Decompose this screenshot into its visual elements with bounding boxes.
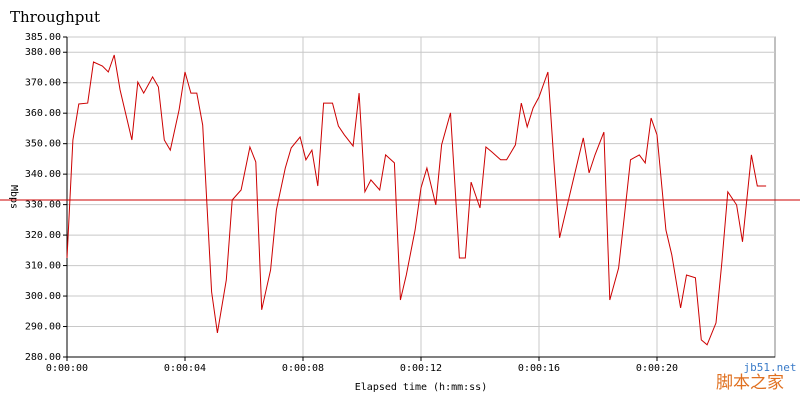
x-axis-label: Elapsed time (h:mm:ss): [355, 382, 487, 393]
y-tick-label: 385.00: [25, 32, 61, 43]
watermark: 脚本之家: [716, 373, 784, 393]
chart-title: Throughput: [10, 8, 100, 26]
x-tick-label: 0:00:16: [518, 363, 560, 374]
y-tick-label: 280.00: [25, 352, 61, 363]
y-tick-label: 290.00: [25, 322, 61, 333]
y-tick-label: 310.00: [25, 261, 61, 272]
data-line: [66, 54, 767, 346]
y-tick-label: 300.00: [25, 291, 61, 302]
x-tick-label: 0:00:00: [46, 363, 88, 374]
x-tick-label: 0:00:12: [400, 363, 442, 374]
y-tick-label: 350.00: [25, 139, 61, 150]
y-axis-label: Mbps: [8, 185, 19, 209]
x-tick-label: 0:00:08: [282, 363, 324, 374]
y-tick-label: 370.00: [25, 78, 61, 89]
y-tick-label: 360.00: [25, 108, 61, 119]
y-tick-label: 340.00: [25, 169, 61, 180]
x-tick-label: 0:00:20: [636, 363, 678, 374]
x-tick-label: 0:00:04: [164, 363, 206, 374]
y-tick-label: 320.00: [25, 230, 61, 241]
y-tick-label: 330.00: [25, 200, 61, 211]
y-tick-label: 380.00: [25, 47, 61, 58]
watermark: jb51.net: [744, 361, 797, 374]
